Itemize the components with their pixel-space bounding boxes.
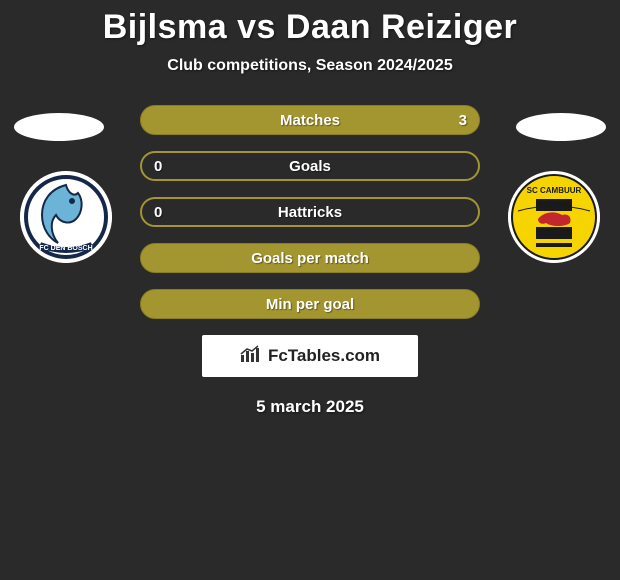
cambuur-crest-icon: SC CAMBUUR [508, 171, 600, 263]
stat-row-goals-per-match: Goals per match [140, 243, 480, 273]
stats-table: Matches 3 0 Goals 0 Hattricks Goals per … [140, 105, 480, 319]
stat-row-min-per-goal: Min per goal [140, 289, 480, 319]
club-crest-right: SC CAMBUUR [508, 171, 600, 263]
brand-badge: FcTables.com [202, 335, 418, 377]
svg-text:SC CAMBUUR: SC CAMBUUR [527, 186, 582, 195]
snapshot-date: 5 march 2025 [0, 397, 620, 417]
stat-left-value: 0 [154, 158, 162, 175]
player-left-marker [14, 113, 104, 141]
brand-text: FcTables.com [268, 346, 380, 366]
stat-row-matches: Matches 3 [140, 105, 480, 135]
stat-row-hattricks: 0 Hattricks [140, 197, 480, 227]
stat-left-value: 0 [154, 204, 162, 221]
stat-label: Goals per match [251, 250, 369, 267]
stat-right-value: 3 [459, 112, 467, 129]
stat-label: Goals [289, 158, 331, 175]
bar-chart-icon [240, 345, 262, 368]
comparison-panel: FC DEN BOSCH SC CAMBUUR Matches 3 0 Goal… [0, 105, 620, 417]
page-subtitle: Club competitions, Season 2024/2025 [0, 57, 620, 75]
page-title: Bijlsma vs Daan Reiziger [0, 0, 620, 47]
svg-text:FC DEN BOSCH: FC DEN BOSCH [39, 245, 92, 252]
den-bosch-crest-icon: FC DEN BOSCH [20, 171, 112, 263]
stat-label: Matches [280, 112, 340, 129]
stat-label: Hattricks [278, 204, 342, 221]
club-crest-left: FC DEN BOSCH [20, 171, 112, 263]
player-right-marker [516, 113, 606, 141]
stat-row-goals: 0 Goals [140, 151, 480, 181]
stat-label: Min per goal [266, 296, 354, 313]
